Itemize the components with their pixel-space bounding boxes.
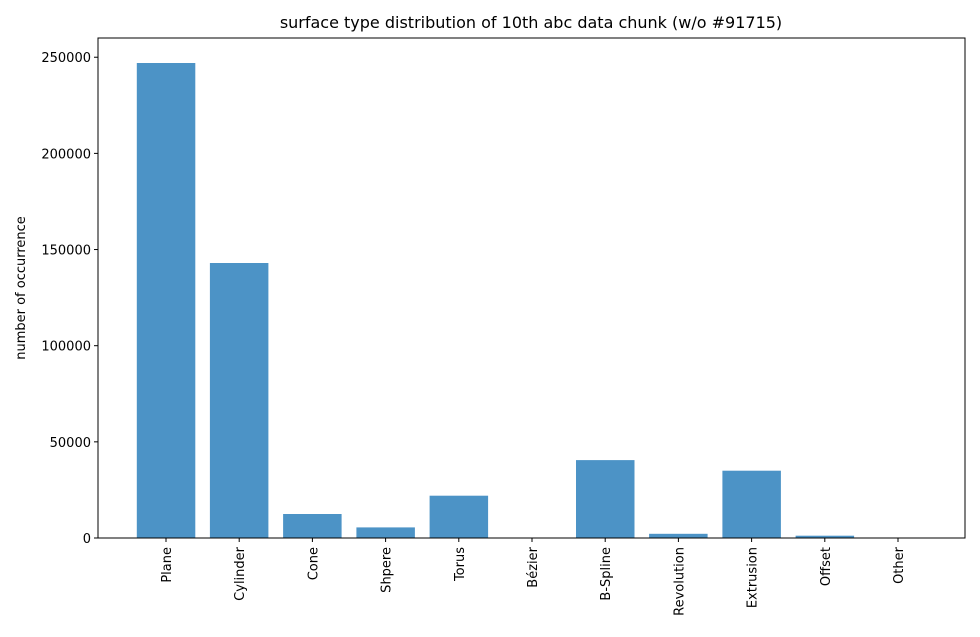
x-tick-label-0: Plane: [160, 547, 175, 583]
bar-9: [795, 535, 855, 538]
y-tick-label-1: 50000: [50, 436, 91, 451]
x-tick-label-2: Cone: [306, 547, 321, 580]
x-tick-label-10: Other: [892, 546, 907, 584]
bar-1: [209, 263, 269, 538]
y-axis-ticks: 0 50000 100000 150000 200000 250000: [41, 51, 98, 547]
bar-4: [429, 495, 489, 538]
y-tick-label-5: 250000: [41, 51, 91, 66]
bar-3: [356, 527, 415, 538]
y-axis-label: number of occurrence: [14, 216, 29, 360]
plot-frame: [97, 37, 966, 539]
bar-8: [722, 470, 781, 538]
x-tick-label-6: B-Spline: [599, 547, 614, 601]
bar-2: [283, 514, 342, 538]
x-tick-label-1: Cylinder: [233, 546, 248, 600]
y-tick-label-2: 100000: [41, 340, 91, 355]
x-tick-label-9: Offset: [819, 547, 834, 586]
x-axis-ticks: Plane Cylinder Cone Shpere Torus Bézier B-Spli…: [160, 538, 907, 616]
x-tick-label-4: Torus: [453, 547, 468, 582]
y-tick-label-4: 200000: [41, 147, 91, 162]
chart-title: surface type distribution of 10th abc da…: [280, 13, 782, 32]
bar-7: [649, 533, 708, 538]
x-tick-label-8: Extrusion: [746, 547, 761, 608]
bar-6: [576, 460, 635, 538]
bars-group: [136, 63, 855, 538]
y-tick-label-3: 150000: [41, 244, 91, 259]
x-tick-label-7: Revolution: [672, 547, 687, 616]
x-tick-label-5: Bézier: [526, 546, 541, 587]
bar-0: [136, 63, 196, 538]
y-tick-label-0: 0: [83, 532, 91, 547]
x-tick-label-3: Shpere: [380, 547, 395, 593]
